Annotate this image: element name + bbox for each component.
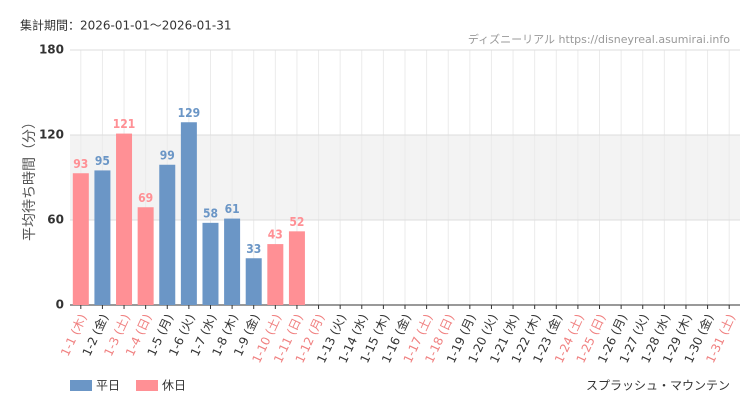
data-label: 61: [225, 202, 240, 216]
bar: [137, 207, 154, 305]
data-label: 129: [178, 106, 201, 120]
data-label: 121: [113, 117, 136, 131]
data-label: 95: [95, 154, 110, 168]
y-tick-label: 60: [47, 213, 64, 227]
legend-swatch: [136, 380, 158, 391]
y-tick-label: 180: [39, 43, 64, 57]
y-tick-label: 0: [56, 298, 64, 312]
data-label: 52: [289, 215, 304, 229]
data-label: 93: [73, 157, 88, 171]
legend-swatch: [70, 380, 92, 391]
period: 集計期間：2026-01-01～2026-01-31: [20, 18, 231, 33]
y-axis-label: 平均待ち時間（分）: [22, 115, 38, 241]
data-label: 43: [268, 228, 283, 242]
attraction-name: スプラッシュ・マウンテン: [586, 379, 730, 393]
data-label: 99: [160, 148, 175, 162]
bar: [180, 122, 197, 305]
legend-label: 休日: [162, 379, 186, 393]
bar: [116, 133, 133, 305]
bar: [224, 218, 241, 305]
data-label: 58: [203, 206, 218, 220]
legend-label: 平日: [96, 379, 120, 393]
bar: [202, 222, 219, 305]
y-tick-label: 120: [39, 128, 64, 142]
source: ディズニーリアル https://disneyreal.asumirai.inf…: [468, 32, 730, 46]
data-label: 33: [246, 242, 261, 256]
bar: [72, 173, 89, 305]
bar: [94, 170, 111, 305]
bar: [245, 258, 262, 305]
bar: [159, 164, 176, 305]
bar: [288, 231, 305, 305]
data-label: 69: [138, 191, 153, 205]
bar: [267, 244, 284, 305]
